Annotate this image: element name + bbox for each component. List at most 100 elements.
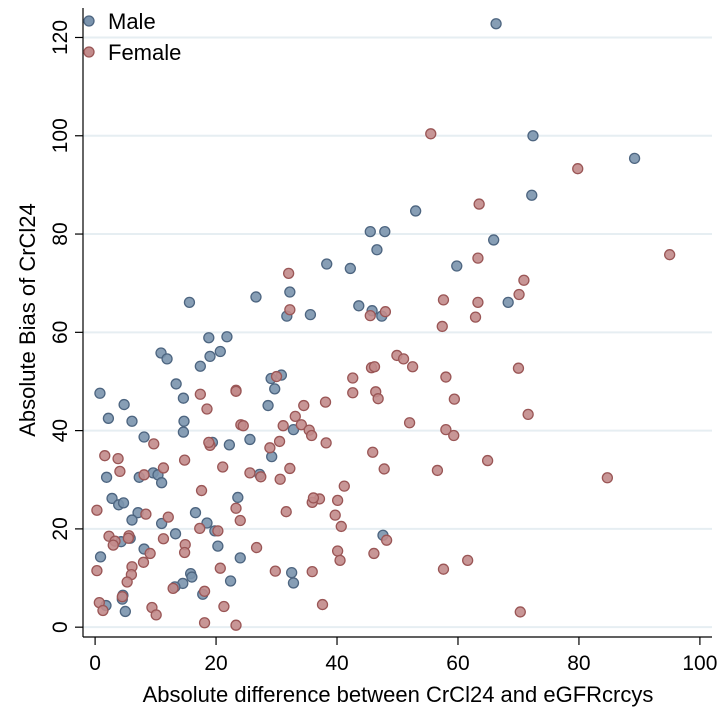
point-female [440, 423, 452, 436]
point-male [221, 331, 233, 343]
point-female [244, 467, 256, 479]
point-male [526, 189, 538, 201]
point-female [162, 511, 174, 523]
point-male [119, 605, 131, 618]
point-female [280, 506, 292, 518]
point-female [473, 198, 485, 210]
point-male [488, 234, 500, 246]
point-female [364, 309, 376, 322]
point-female [201, 403, 213, 415]
point-female [347, 387, 359, 399]
legend-marker-female [83, 46, 95, 58]
point-female [289, 410, 301, 423]
point-male [169, 528, 182, 540]
point-female [203, 436, 215, 449]
point-female [195, 484, 208, 497]
point-female [331, 494, 344, 507]
legend-label-female: Female [108, 40, 181, 65]
point-female [319, 396, 332, 408]
y-tick-label: 0 [49, 621, 72, 633]
point-female [372, 393, 384, 405]
point-female [403, 417, 416, 429]
point-female [97, 604, 109, 617]
point-female [338, 480, 350, 492]
point-female [284, 304, 296, 316]
x-tick-label: 0 [89, 652, 101, 675]
point-female [121, 576, 133, 588]
point-male [304, 308, 317, 321]
point-male [161, 353, 173, 365]
point-male [628, 152, 641, 165]
point-male [117, 497, 130, 509]
point-female [472, 252, 484, 264]
point-female [298, 399, 310, 412]
y-tick-label: 80 [49, 222, 72, 245]
point-female [306, 565, 318, 578]
point-male [203, 332, 215, 344]
point-female [140, 508, 152, 520]
point-female [347, 372, 359, 384]
point-male [183, 296, 196, 309]
y-tick-label: 20 [49, 517, 72, 540]
point-female [425, 128, 437, 140]
y-tick-label: 60 [49, 321, 72, 344]
point-female [264, 442, 276, 454]
x-tick-label: 60 [446, 652, 469, 675]
point-female [237, 420, 249, 432]
point-female [230, 385, 242, 397]
axes [82, 8, 712, 638]
point-female [178, 454, 191, 466]
point-female [437, 563, 450, 575]
point-female [99, 450, 111, 462]
point-male [155, 477, 168, 489]
point-male [234, 552, 246, 564]
point-female [178, 546, 191, 559]
point-female [167, 582, 179, 595]
point-female [378, 463, 390, 475]
point-male [118, 398, 130, 411]
point-male [177, 392, 190, 404]
point-female [114, 465, 126, 478]
point-female [274, 473, 286, 485]
point-female [122, 532, 135, 544]
point-female [273, 435, 286, 448]
y-tick-label: 120 [49, 20, 72, 55]
point-female [116, 591, 128, 603]
point-male [224, 575, 237, 587]
x-tick-label: 80 [567, 652, 590, 675]
point-female [144, 547, 156, 560]
point-female [269, 565, 281, 577]
point-female [112, 452, 124, 465]
point-male [94, 387, 106, 399]
point-female [157, 462, 170, 474]
point-male [138, 431, 150, 443]
point-female [368, 361, 381, 373]
legend: Male Female [83, 9, 181, 65]
point-female [664, 249, 676, 261]
point-male [106, 492, 118, 505]
point-female [469, 311, 482, 323]
point-female [91, 565, 103, 577]
point-male [269, 383, 281, 395]
point-female [335, 520, 347, 533]
point-female [217, 461, 229, 473]
point-female [198, 617, 211, 629]
point-female [148, 438, 160, 450]
point-female [367, 446, 379, 458]
point-female [282, 267, 295, 280]
point-male [344, 262, 356, 275]
y-tick-label: 40 [49, 419, 72, 442]
point-female [368, 547, 380, 560]
point-female [107, 539, 119, 551]
point-male [287, 577, 300, 589]
point-female [436, 320, 448, 333]
point-female [212, 525, 224, 537]
x-ticks: 0 20 40 60 80 100 [89, 637, 717, 675]
point-female [137, 556, 150, 568]
point-male [250, 291, 262, 303]
point-male [214, 345, 226, 358]
point-female [230, 502, 242, 514]
point-female [284, 462, 296, 475]
point-female [379, 306, 392, 318]
